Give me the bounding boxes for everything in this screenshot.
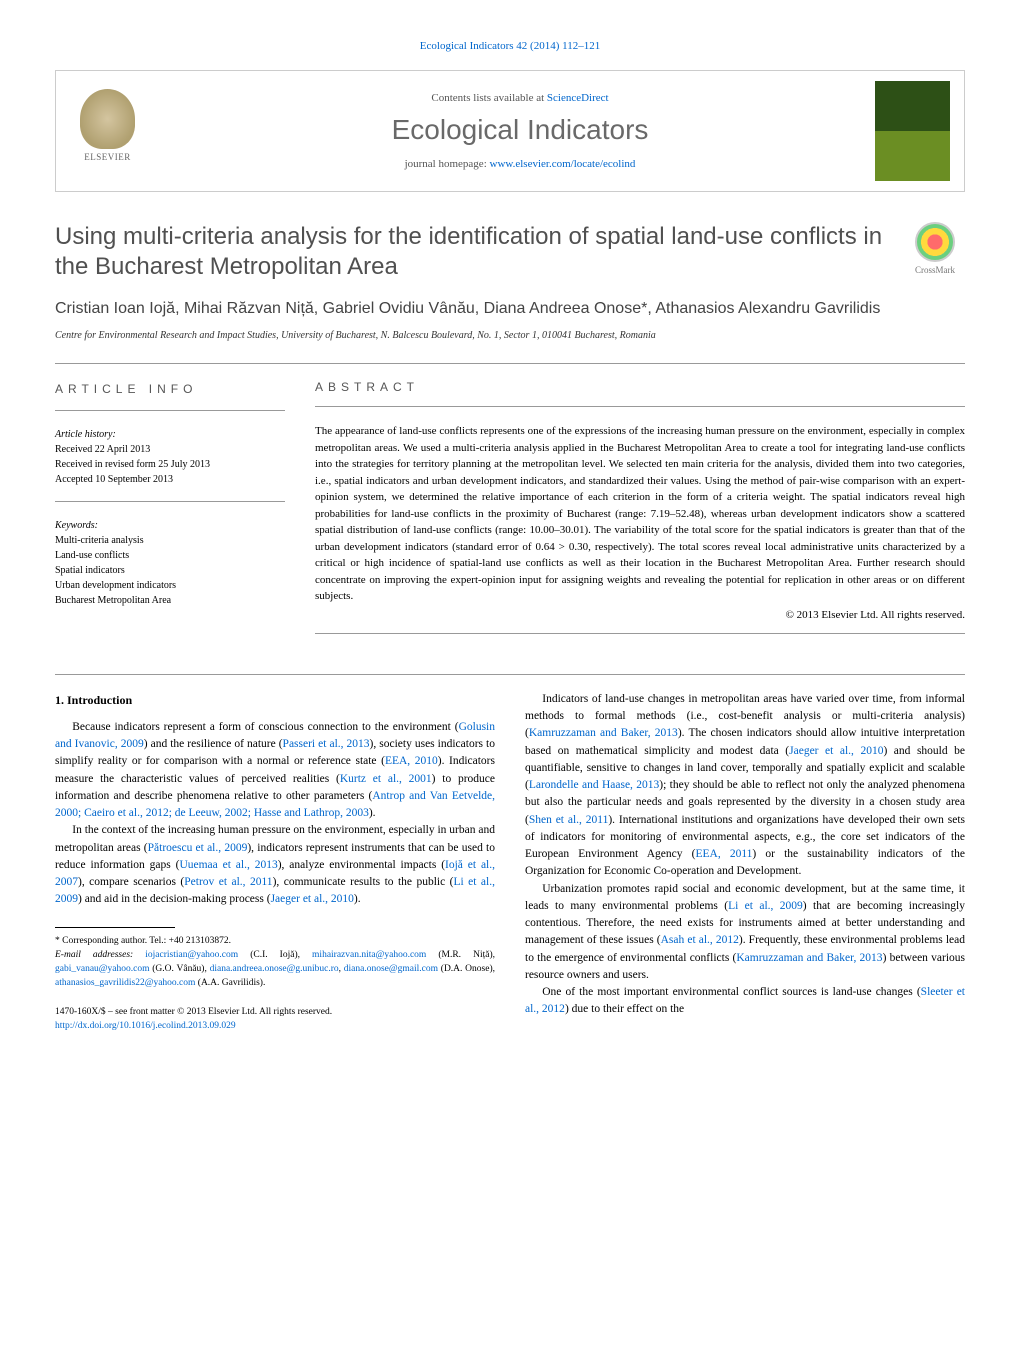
citation-link[interactable]: Petrov et al., 2011 <box>184 876 272 888</box>
keyword: Multi-criteria analysis <box>55 533 285 548</box>
email-link[interactable]: diana.andreea.onose@g.unibuc.ro <box>210 964 339 974</box>
email-link[interactable]: athanasios_gavrilidis22@yahoo.com <box>55 978 195 988</box>
affiliation: Centre for Environmental Research and Im… <box>55 330 965 341</box>
left-column: 1. Introduction Because indicators repre… <box>55 691 495 1033</box>
body-paragraph: One of the most important environmental … <box>525 984 965 1019</box>
corresponding-author: * Corresponding author. Tel.: +40 213103… <box>55 934 495 948</box>
citation-link[interactable]: Larondelle and Haase, 2013 <box>529 779 659 791</box>
citation-link[interactable]: Kamruzzaman and Baker, 2013 <box>529 727 678 739</box>
divider <box>315 406 965 407</box>
divider <box>55 501 285 502</box>
journal-name: Ecological Indicators <box>165 114 875 146</box>
body-paragraph: In the context of the increasing human p… <box>55 822 495 908</box>
contents-line: Contents lists available at ScienceDirec… <box>165 92 875 104</box>
elsevier-label: ELSEVIER <box>84 152 131 162</box>
citation-link[interactable]: EEA, 2011 <box>695 848 752 860</box>
article-title: Using multi-criteria analysis for the id… <box>55 222 885 282</box>
keyword: Urban development indicators <box>55 578 285 593</box>
body-columns: 1. Introduction Because indicators repre… <box>55 691 965 1033</box>
crossmark-label: CrossMark <box>915 265 955 275</box>
history-item: Received in revised form 25 July 2013 <box>55 457 285 472</box>
body-paragraph: Urbanization promotes rapid social and e… <box>525 881 965 985</box>
email-link[interactable]: diana.onose@gmail.com <box>344 964 438 974</box>
article-info-heading: ARTICLE INFO <box>55 380 285 398</box>
citation-link[interactable]: Kurtz et al., 2001 <box>340 773 432 785</box>
citation-link[interactable]: Jaeger et al., 2010 <box>271 893 354 905</box>
divider <box>55 674 965 675</box>
footer: 1470-160X/$ – see front matter © 2013 El… <box>55 1005 495 1034</box>
right-column: Indicators of land-use changes in metrop… <box>525 691 965 1033</box>
citation-link[interactable]: Antrop and Van Eetvelde, 2000; Caeiro et… <box>55 790 495 819</box>
history-item: Accepted 10 September 2013 <box>55 472 285 487</box>
keywords-label: Keywords: <box>55 518 285 533</box>
abstract-heading: ABSTRACT <box>315 380 965 394</box>
keywords-block: Keywords: Multi-criteria analysis Land-u… <box>55 518 285 608</box>
divider <box>55 363 965 364</box>
citation-link[interactable]: Sleeter et al., 2012 <box>525 986 965 1015</box>
footnotes: * Corresponding author. Tel.: +40 213103… <box>55 934 495 991</box>
abstract-text: The appearance of land-use conflicts rep… <box>315 423 965 605</box>
journal-cover-thumbnail <box>875 81 950 181</box>
citation-link[interactable]: Li et al., 2009 <box>728 900 803 912</box>
history-label: Article history: <box>55 427 285 442</box>
citation-link[interactable]: Shen et al., 2011 <box>529 814 608 826</box>
article-info-column: ARTICLE INFO Article history: Received 2… <box>55 380 285 650</box>
emails-line: E-mail addresses: iojacristian@yahoo.com… <box>55 948 495 991</box>
email-link[interactable]: iojacristian@yahoo.com <box>145 950 238 960</box>
citation-link[interactable]: Uuemaa et al., 2013 <box>179 859 277 871</box>
body-paragraph: Indicators of land-use changes in metrop… <box>525 691 965 881</box>
citation-link[interactable]: Pătroescu et al., 2009 <box>148 842 248 854</box>
sciencedirect-link[interactable]: ScienceDirect <box>547 92 609 104</box>
citation-link[interactable]: Kamruzzaman and Baker, 2013 <box>736 952 882 964</box>
section-heading: 1. Introduction <box>55 691 495 709</box>
email-link[interactable]: gabi_vanau@yahoo.com <box>55 964 150 974</box>
issn-line: 1470-160X/$ – see front matter © 2013 El… <box>55 1005 495 1019</box>
history-item: Received 22 April 2013 <box>55 442 285 457</box>
body-paragraph: Because indicators represent a form of c… <box>55 719 495 823</box>
elsevier-logo: ELSEVIER <box>70 89 145 174</box>
email-link[interactable]: mihairazvan.nita@yahoo.com <box>312 950 426 960</box>
authors: Cristian Ioan Iojă, Mihai Răzvan Niță, G… <box>55 298 965 320</box>
keyword: Bucharest Metropolitan Area <box>55 593 285 608</box>
homepage-line: journal homepage: www.elsevier.com/locat… <box>165 158 875 170</box>
banner-center: Contents lists available at ScienceDirec… <box>165 92 875 170</box>
keyword: Land-use conflicts <box>55 548 285 563</box>
crossmark-icon <box>915 222 955 262</box>
abstract-column: ABSTRACT The appearance of land-use conf… <box>315 380 965 650</box>
divider <box>315 633 965 634</box>
crossmark-badge[interactable]: CrossMark <box>905 222 965 275</box>
citation-link[interactable]: Jaeger et al., 2010 <box>789 745 883 757</box>
citation-link[interactable]: Golusin and Ivanovic, 2009 <box>55 721 495 750</box>
homepage-link[interactable]: www.elsevier.com/locate/ecolind <box>490 158 636 170</box>
abstract-copyright: © 2013 Elsevier Ltd. All rights reserved… <box>315 609 965 621</box>
citation-link[interactable]: EEA, 2010 <box>385 755 438 767</box>
citation-link[interactable]: Asah et al., 2012 <box>661 934 739 946</box>
journal-reference: Ecological Indicators 42 (2014) 112–121 <box>55 40 965 52</box>
citation-link[interactable]: Passeri et al., 2013 <box>283 738 370 750</box>
contents-prefix: Contents lists available at <box>431 92 546 104</box>
journal-banner: ELSEVIER Contents lists available at Sci… <box>55 70 965 192</box>
article-history: Article history: Received 22 April 2013 … <box>55 427 285 487</box>
footnote-separator <box>55 927 175 928</box>
homepage-prefix: journal homepage: <box>405 158 490 170</box>
keyword: Spatial indicators <box>55 563 285 578</box>
emails-label: E-mail addresses: <box>55 950 145 960</box>
elsevier-tree-icon <box>80 89 135 149</box>
divider <box>55 410 285 411</box>
doi-link[interactable]: http://dx.doi.org/10.1016/j.ecolind.2013… <box>55 1021 236 1031</box>
